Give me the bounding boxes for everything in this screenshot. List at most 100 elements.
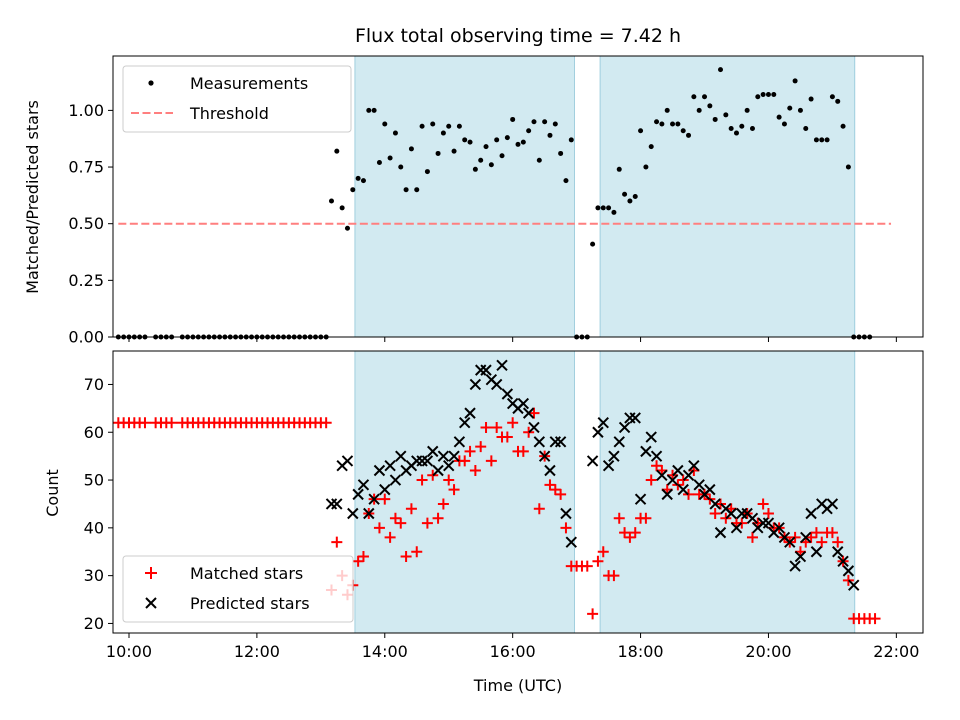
count-y-axis-ticks: 20 30 40 50 60 70 <box>84 375 113 633</box>
ratio-y-tick-label: 0.75 <box>68 158 104 177</box>
predicted-star-point <box>618 421 631 434</box>
predicted-star-point <box>666 474 679 486</box>
matched-star-point <box>757 498 769 510</box>
x-tick-label: 14:00 <box>362 642 408 661</box>
predicted-star-point <box>384 460 396 472</box>
matched-star-point <box>427 469 439 481</box>
predicted-star-point <box>704 483 716 496</box>
matched-star-point <box>384 531 396 543</box>
measurement-point <box>371 107 377 113</box>
predicted-star-point <box>832 546 844 558</box>
matched-star-point <box>560 522 572 534</box>
predicted-star-point <box>661 488 673 501</box>
matched-star-point <box>517 445 529 457</box>
predicted-star-point <box>784 536 796 548</box>
predicted-star-point <box>363 507 375 520</box>
measurement-point <box>643 164 649 170</box>
measurement-point <box>408 146 414 152</box>
matched-star-point <box>357 551 369 563</box>
predicted-star-point <box>533 436 546 448</box>
measurement-point <box>328 198 334 204</box>
measurement-point <box>792 78 798 84</box>
measurement-point <box>483 144 489 150</box>
measurement-point <box>419 123 425 129</box>
matched-star-point <box>672 479 684 491</box>
ratio-panel: 0.00 0.25 0.50 0.75 1.00 Flux total observin… <box>23 25 924 347</box>
measurement-point <box>526 128 532 134</box>
matched-star-point <box>448 484 460 496</box>
measurement-point <box>600 205 606 211</box>
predicted-star-point <box>677 483 689 496</box>
measurement-point <box>606 205 612 211</box>
ratio-y-tick-label: 1.00 <box>68 101 104 120</box>
measurement-point <box>824 137 830 143</box>
matched-star-point <box>507 417 519 429</box>
ratio-axes-frame <box>112 55 924 338</box>
matched-star-point <box>549 484 561 496</box>
measurement-point <box>670 121 676 127</box>
measurement-point <box>339 205 345 211</box>
measurement-point <box>456 123 462 129</box>
predicted-star-point <box>794 550 807 563</box>
measurement-point <box>659 121 665 127</box>
count-legend-box <box>122 555 354 623</box>
matched-star-point <box>528 407 540 419</box>
ratio-y-tick-label: 0.00 <box>68 328 104 347</box>
top-shaded-intervals <box>354 55 856 338</box>
measurement-point <box>707 103 713 109</box>
predicted-star-point <box>629 412 641 424</box>
count-y-tick-label: 20 <box>84 614 104 633</box>
x-tick-label: 20:00 <box>745 642 791 661</box>
predicted-star-point <box>565 536 577 548</box>
matched-star-point <box>443 474 455 486</box>
predicted-star-point <box>640 445 652 458</box>
measurement-point <box>797 107 803 113</box>
matched-star-point <box>389 512 401 524</box>
predicted-star-point <box>379 483 391 496</box>
predicted-star-point <box>672 464 684 477</box>
measurement-point <box>430 121 436 127</box>
matched-star-point <box>459 455 471 467</box>
count-y-tick-label: 50 <box>84 471 104 490</box>
measurement-point <box>739 123 745 129</box>
matched-star-point <box>597 546 609 558</box>
predicted-star-point <box>389 474 402 486</box>
matched-star-point <box>475 441 487 453</box>
predicted-star-point <box>789 560 801 572</box>
predicted-star-point <box>522 407 535 419</box>
matched-star-point <box>715 498 726 510</box>
predicted-star-point <box>848 579 860 591</box>
measurement-point <box>536 157 542 163</box>
predicted-star-point <box>826 498 839 510</box>
measurement-point <box>547 132 553 138</box>
measurement-point <box>568 137 574 143</box>
measurement-point <box>350 187 356 193</box>
measurement-point <box>360 178 366 184</box>
measurement-point <box>435 150 441 156</box>
measurement-point <box>840 123 846 129</box>
matched-star-point <box>555 488 567 500</box>
measurement-point <box>462 137 468 143</box>
matched-star-point <box>421 517 433 529</box>
count-y-axis-label: Count <box>43 469 62 517</box>
predicted-star-point <box>597 416 609 429</box>
measurement-point <box>611 209 617 215</box>
x-tick-label: 18:00 <box>618 642 664 661</box>
matched-star-point <box>320 417 332 429</box>
predicted-star-point <box>443 460 455 472</box>
measurement-point <box>616 166 622 172</box>
predicted-star-point <box>432 464 444 477</box>
measurement-point <box>563 178 569 184</box>
measurement-point <box>654 119 660 125</box>
x-tick-label: 22:00 <box>873 642 919 661</box>
matched-star-point <box>608 570 620 582</box>
legend-threshold-label: Threshold <box>189 104 269 123</box>
predicted-star-point <box>810 546 823 558</box>
measurement-point <box>467 139 473 145</box>
predicted-star-point <box>464 407 476 419</box>
matched-star-point <box>592 555 604 567</box>
shaded-interval-2 <box>599 350 856 634</box>
measurement-point <box>691 94 697 100</box>
legend-measurements-label: Measurements <box>190 74 308 93</box>
matched-star-point <box>491 421 503 433</box>
